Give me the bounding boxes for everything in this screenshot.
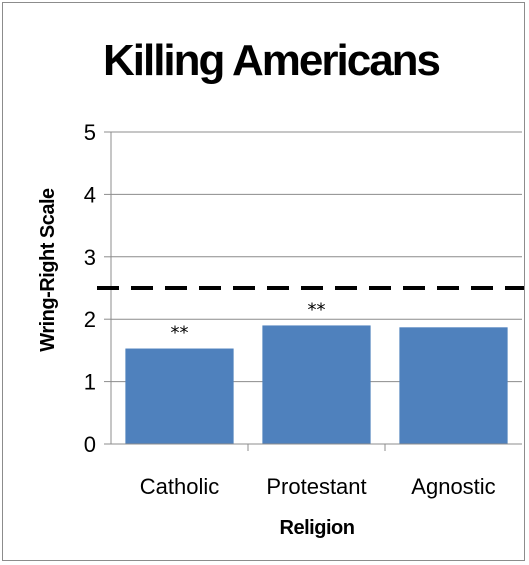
significance-marker: ** (171, 323, 189, 344)
bars (125, 325, 508, 444)
significance-marker: ** (308, 299, 326, 320)
y-tick-label: 2 (84, 307, 96, 332)
y-tick-label: 4 (84, 182, 96, 207)
bar-catholic (125, 348, 234, 444)
y-axis-title: Wring-Right Scale (37, 188, 59, 352)
chart-svg: Killing Americans 0 1 2 3 4 5 ** ** Catholic Pr… (37, 36, 524, 539)
chart-title: Killing Americans (103, 36, 440, 85)
bar-protestant (262, 325, 371, 444)
chart-frame: Killing Americans 0 1 2 3 4 5 ** ** Catholic Pr… (2, 2, 525, 561)
y-tick-label: 0 (84, 432, 96, 457)
x-axis-title: Religion (280, 517, 355, 539)
x-tick-label: Protestant (266, 474, 366, 499)
x-axis-categories: Catholic Protestant Agnostic (140, 474, 496, 499)
x-tick-label: Agnostic (411, 474, 495, 499)
bar-agnostic (399, 327, 508, 444)
y-axis-ticks: 0 1 2 3 4 5 (84, 120, 96, 457)
x-tick-label: Catholic (140, 474, 219, 499)
annotations: ** ** (171, 299, 326, 343)
y-tick-label: 5 (84, 120, 96, 145)
y-tick-label: 1 (84, 370, 96, 395)
y-tick-label: 3 (84, 245, 96, 270)
